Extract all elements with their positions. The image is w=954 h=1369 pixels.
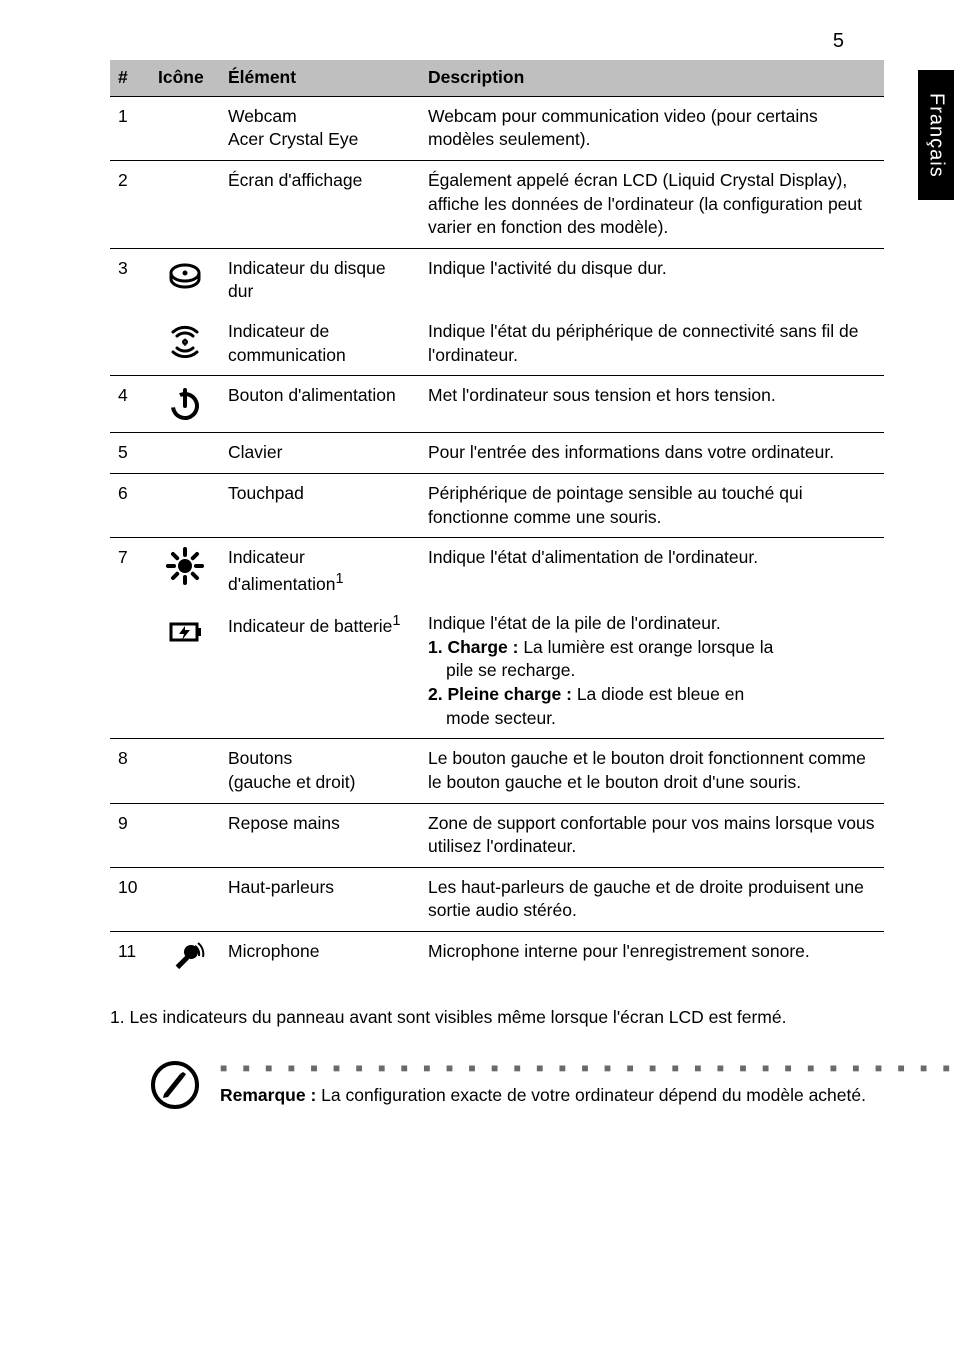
cell-description: Microphone interne pour l'enregistrement… xyxy=(420,932,884,989)
page: 5 Français # Icône Élément Description 1… xyxy=(0,0,954,1150)
cell-icon xyxy=(150,932,220,989)
cell-description: Indique l'activité du disque dur. xyxy=(420,248,884,312)
table-row: 8 Boutons(gauche et droit)Le bouton gauch… xyxy=(110,739,884,803)
table-row: 10 Haut-parleursLes haut-parleurs de gauc… xyxy=(110,867,884,931)
col-icon-header: Icône xyxy=(150,60,220,96)
cell-element: WebcamAcer Crystal Eye xyxy=(220,96,420,160)
cell-icon xyxy=(150,538,220,605)
cell-num xyxy=(110,312,150,376)
cell-num: 2 xyxy=(110,160,150,248)
cell-element: Microphone xyxy=(220,932,420,989)
cell-num: 10 xyxy=(110,867,150,931)
language-tab: Français xyxy=(918,70,954,200)
cell-icon xyxy=(150,96,220,160)
footnote: 1. Les indicateurs du panneau avant sont… xyxy=(110,1006,884,1030)
cell-num xyxy=(110,604,150,739)
cell-num: 9 xyxy=(110,803,150,867)
table-row: i Indicateur de communicationIndique l'é… xyxy=(110,312,884,376)
cell-num: 4 xyxy=(110,376,150,433)
cell-icon xyxy=(150,604,220,739)
cell-element: Boutons(gauche et droit) xyxy=(220,739,420,803)
svg-text:i: i xyxy=(184,338,187,349)
note-body: ■ ■ ■ ■ ■ ■ ■ ■ ■ ■ ■ ■ ■ ■ ■ ■ ■ ■ ■ ■ … xyxy=(220,1060,954,1108)
cell-description: Indique l'état de la pile de l'ordinateu… xyxy=(420,604,884,739)
note-label: Remarque : xyxy=(220,1085,316,1105)
cell-icon xyxy=(150,248,220,312)
cell-description: Également appelé écran LCD (Liquid Cryst… xyxy=(420,160,884,248)
page-number: 5 xyxy=(833,30,844,53)
table-row: Indicateur de batterie1Indique l'état de… xyxy=(110,604,884,739)
cell-element: Repose mains xyxy=(220,803,420,867)
cell-description: Zone de support confortable pour vos mai… xyxy=(420,803,884,867)
cell-num: 6 xyxy=(110,473,150,537)
table-row: 9 Repose mainsZone de support confortable… xyxy=(110,803,884,867)
table-row: 6 TouchpadPériphérique de pointage sensib… xyxy=(110,473,884,537)
cell-description: Périphérique de pointage sensible au tou… xyxy=(420,473,884,537)
table-row: 1 WebcamAcer Crystal EyeWebcam pour commu… xyxy=(110,96,884,160)
cell-icon xyxy=(150,867,220,931)
cell-num: 1 xyxy=(110,96,150,160)
note-content: La configuration exacte de votre ordinat… xyxy=(316,1085,866,1105)
cell-icon xyxy=(150,803,220,867)
cell-element: Haut-parleurs xyxy=(220,867,420,931)
cell-description: Met l'ordinateur sous tension et hors te… xyxy=(420,376,884,433)
note-dots: ■ ■ ■ ■ ■ ■ ■ ■ ■ ■ ■ ■ ■ ■ ■ ■ ■ ■ ■ ■ … xyxy=(220,1060,954,1076)
note-text: Remarque : La configuration exacte de vo… xyxy=(220,1084,954,1108)
cell-element: Touchpad xyxy=(220,473,420,537)
cell-description: Pour l'entrée des informations dans votr… xyxy=(420,433,884,474)
cell-element: Indicateur d'alimentation1 xyxy=(220,538,420,605)
cell-num: 5 xyxy=(110,433,150,474)
cell-icon xyxy=(150,160,220,248)
cell-element: Écran d'affichage xyxy=(220,160,420,248)
cell-icon xyxy=(150,376,220,433)
cell-num: 3 xyxy=(110,248,150,312)
table-row: 5 ClavierPour l'entrée des informations d… xyxy=(110,433,884,474)
col-desc-header: Description xyxy=(420,60,884,96)
table-row: 11 MicrophoneMicrophone interne pour l'e… xyxy=(110,932,884,989)
cell-num: 7 xyxy=(110,538,150,605)
cell-description: Indique l'état du périphérique de connec… xyxy=(420,312,884,376)
cell-element: Clavier xyxy=(220,433,420,474)
cell-description: Les haut-parleurs de gauche et de droite… xyxy=(420,867,884,931)
cell-icon xyxy=(150,473,220,537)
table-row: 4 Bouton d'alimentationMet l'ordinateur … xyxy=(110,376,884,433)
col-num-header: # xyxy=(110,60,150,96)
cell-element: Indicateur de communication xyxy=(220,312,420,376)
table-row: 2 Écran d'affichageÉgalement appelé écran… xyxy=(110,160,884,248)
cell-element: Bouton d'alimentation xyxy=(220,376,420,433)
cell-icon: i xyxy=(150,312,220,376)
col-elem-header: Élément xyxy=(220,60,420,96)
table-header-row: # Icône Élément Description xyxy=(110,60,884,96)
note-block: ■ ■ ■ ■ ■ ■ ■ ■ ■ ■ ■ ■ ■ ■ ■ ■ ■ ■ ■ ■ … xyxy=(110,1060,884,1110)
cell-description: Le bouton gauche et le bouton droit fonc… xyxy=(420,739,884,803)
cell-description: Webcam pour communication video (pour ce… xyxy=(420,96,884,160)
cell-element: Indicateur de batterie1 xyxy=(220,604,420,739)
note-icon xyxy=(150,1060,200,1110)
table-row: 3 Indicateur du disque durIndique l'acti… xyxy=(110,248,884,312)
cell-element: Indicateur du disque dur xyxy=(220,248,420,312)
table-row: 7 Indicateur d'alimentation1Indique l'ét… xyxy=(110,538,884,605)
cell-icon xyxy=(150,433,220,474)
cell-num: 8 xyxy=(110,739,150,803)
cell-icon xyxy=(150,739,220,803)
cell-description: Indique l'état d'alimentation de l'ordin… xyxy=(420,538,884,605)
spec-table: # Icône Élément Description 1 WebcamAcer … xyxy=(110,60,884,988)
cell-num: 11 xyxy=(110,932,150,989)
